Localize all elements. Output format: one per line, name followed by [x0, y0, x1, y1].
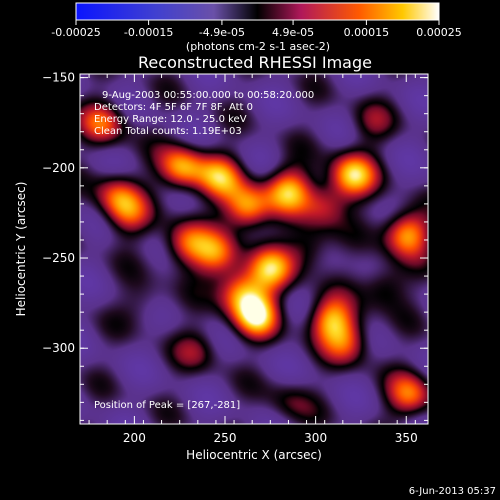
- colorbar-unit-label: (photons cm-2 s-1 asec-2): [186, 40, 330, 53]
- chart-title: Reconstructed RHESSI Image: [138, 53, 372, 72]
- y-tick-label: −150: [42, 71, 75, 85]
- annotation-block: 9-Aug-2003 00:55:00.000 to 00:58:20.000D…: [94, 90, 314, 137]
- colorbar-ticks: -0.00025 -0.00015 -4.9e-05 4.9e-05 0.00015 0.…: [51, 20, 462, 39]
- colorbar-tick-label: 0.00015: [344, 26, 390, 39]
- colorbar: -0.00025 -0.00015 -4.9e-05 4.9e-05 0.00015 0.…: [51, 2, 462, 53]
- colorbar-strip: [75, 2, 440, 21]
- y-tick-label: −200: [42, 161, 75, 175]
- y-tick-label: −250: [42, 251, 75, 265]
- colorbar-tick-label: -0.00025: [51, 26, 100, 39]
- y-axis-label: Heliocentric Y (arcsec): [14, 182, 28, 317]
- x-axis: 200 250 300 350: [88, 74, 418, 445]
- colorbar-tick-label: 4.9e-05: [272, 26, 314, 39]
- annotation-line: Energy Range: 12.0 - 25.0 keV: [94, 114, 247, 125]
- x-tick-label: 350: [395, 431, 418, 445]
- y-tick-label: −300: [42, 341, 75, 355]
- heatmap-image: [80, 74, 428, 424]
- peak-position-label: Position of Peak = [267,-281]: [94, 400, 240, 411]
- y-axis: −150 −200 −250 −300: [42, 71, 428, 421]
- x-tick-label: 200: [123, 431, 146, 445]
- plot-frame: [79, 73, 429, 425]
- colorbar-tick-label: 0.00025: [416, 26, 462, 39]
- annotation-line: 9-Aug-2003 00:55:00.000 to 00:58:20.000: [102, 90, 314, 101]
- colorbar-tick-label: -4.9e-05: [199, 26, 245, 39]
- annotation-line: Detectors: 4F 5F 6F 7F 8F, Att 0: [94, 102, 253, 113]
- annotation-line: Clean Total counts: 1.19E+03: [94, 126, 242, 137]
- x-axis-label: Heliocentric X (arcsec): [186, 448, 322, 462]
- colorbar-tick-label: -0.00015: [124, 26, 173, 39]
- x-tick-label: 250: [214, 431, 237, 445]
- footer-date: 6-Jun-2013 05:37: [409, 486, 496, 497]
- x-tick-label: 300: [304, 431, 327, 445]
